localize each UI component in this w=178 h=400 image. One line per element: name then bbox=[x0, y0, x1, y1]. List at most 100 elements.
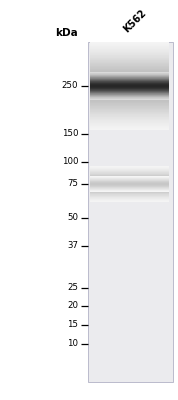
Bar bbox=[90, 86, 169, 87]
Bar bbox=[90, 109, 169, 110]
Bar bbox=[90, 105, 169, 106]
Bar bbox=[90, 194, 169, 195]
Bar bbox=[90, 123, 169, 124]
Bar bbox=[90, 185, 169, 186]
Bar bbox=[90, 176, 169, 177]
Bar bbox=[90, 170, 169, 171]
Bar bbox=[90, 84, 169, 85]
Bar bbox=[90, 50, 169, 51]
Bar bbox=[90, 188, 169, 189]
Bar bbox=[90, 48, 169, 49]
Bar bbox=[90, 93, 169, 94]
Bar bbox=[90, 179, 169, 180]
Bar bbox=[90, 175, 169, 176]
Bar bbox=[90, 192, 169, 193]
Bar bbox=[90, 189, 169, 190]
Bar bbox=[90, 121, 169, 122]
Bar bbox=[90, 117, 169, 118]
Bar bbox=[90, 172, 169, 173]
Bar bbox=[90, 184, 169, 185]
Bar bbox=[90, 183, 169, 184]
Bar bbox=[90, 42, 169, 43]
Bar bbox=[90, 82, 169, 83]
Bar bbox=[90, 73, 169, 74]
Bar bbox=[90, 58, 169, 59]
Bar bbox=[90, 118, 169, 119]
Bar bbox=[90, 125, 169, 126]
Bar bbox=[90, 45, 169, 46]
Bar bbox=[90, 96, 169, 97]
Bar bbox=[90, 180, 169, 181]
Bar bbox=[90, 68, 169, 69]
Bar bbox=[90, 200, 169, 201]
Bar bbox=[90, 181, 169, 182]
Bar bbox=[90, 59, 169, 60]
Bar bbox=[90, 71, 169, 72]
Bar bbox=[90, 168, 169, 169]
Bar bbox=[90, 190, 169, 191]
Bar bbox=[90, 76, 169, 77]
Text: 15: 15 bbox=[67, 320, 78, 329]
Bar bbox=[90, 72, 169, 73]
Bar bbox=[90, 186, 169, 187]
Bar bbox=[88, 42, 173, 382]
Bar bbox=[90, 166, 169, 167]
Bar bbox=[90, 87, 169, 88]
Bar bbox=[90, 197, 169, 198]
Bar bbox=[90, 43, 169, 44]
Bar bbox=[90, 169, 169, 170]
Bar bbox=[90, 77, 169, 78]
Bar bbox=[90, 51, 169, 52]
Text: 10: 10 bbox=[67, 340, 78, 348]
Text: 150: 150 bbox=[62, 130, 78, 138]
Bar bbox=[90, 46, 169, 47]
Bar bbox=[90, 54, 169, 55]
Bar bbox=[90, 195, 169, 196]
Bar bbox=[90, 174, 169, 175]
Bar bbox=[90, 177, 169, 178]
Bar bbox=[90, 114, 169, 115]
Bar bbox=[90, 56, 169, 57]
Bar bbox=[90, 184, 169, 185]
Bar bbox=[90, 101, 169, 102]
Text: 20: 20 bbox=[67, 302, 78, 310]
Text: 50: 50 bbox=[67, 214, 78, 222]
Text: 25: 25 bbox=[67, 284, 78, 292]
Bar bbox=[90, 85, 169, 86]
Bar bbox=[90, 183, 169, 184]
Bar bbox=[90, 60, 169, 61]
Bar bbox=[90, 79, 169, 80]
Bar bbox=[90, 67, 169, 68]
Bar bbox=[90, 120, 169, 121]
Bar bbox=[90, 65, 169, 66]
Bar bbox=[90, 188, 169, 189]
Bar bbox=[90, 178, 169, 179]
Bar bbox=[90, 129, 169, 130]
Bar bbox=[90, 99, 169, 100]
Text: 250: 250 bbox=[62, 82, 78, 90]
Bar bbox=[90, 127, 169, 128]
Bar bbox=[90, 88, 169, 89]
Bar bbox=[90, 112, 169, 113]
Bar bbox=[90, 69, 169, 70]
Bar bbox=[90, 74, 169, 75]
Bar bbox=[90, 193, 169, 194]
Bar bbox=[90, 186, 169, 187]
Bar bbox=[90, 70, 169, 71]
Bar bbox=[90, 178, 169, 179]
Bar bbox=[90, 179, 169, 180]
Bar bbox=[90, 191, 169, 192]
Bar bbox=[90, 171, 169, 172]
Bar bbox=[90, 52, 169, 53]
Bar bbox=[90, 180, 169, 181]
Bar bbox=[90, 98, 169, 99]
Text: 100: 100 bbox=[62, 158, 78, 166]
Bar bbox=[90, 107, 169, 108]
Bar bbox=[90, 199, 169, 200]
Bar bbox=[90, 91, 169, 92]
Bar bbox=[90, 62, 169, 63]
Bar bbox=[90, 119, 169, 120]
Bar bbox=[90, 83, 169, 84]
Bar bbox=[90, 124, 169, 125]
Bar bbox=[90, 176, 169, 177]
